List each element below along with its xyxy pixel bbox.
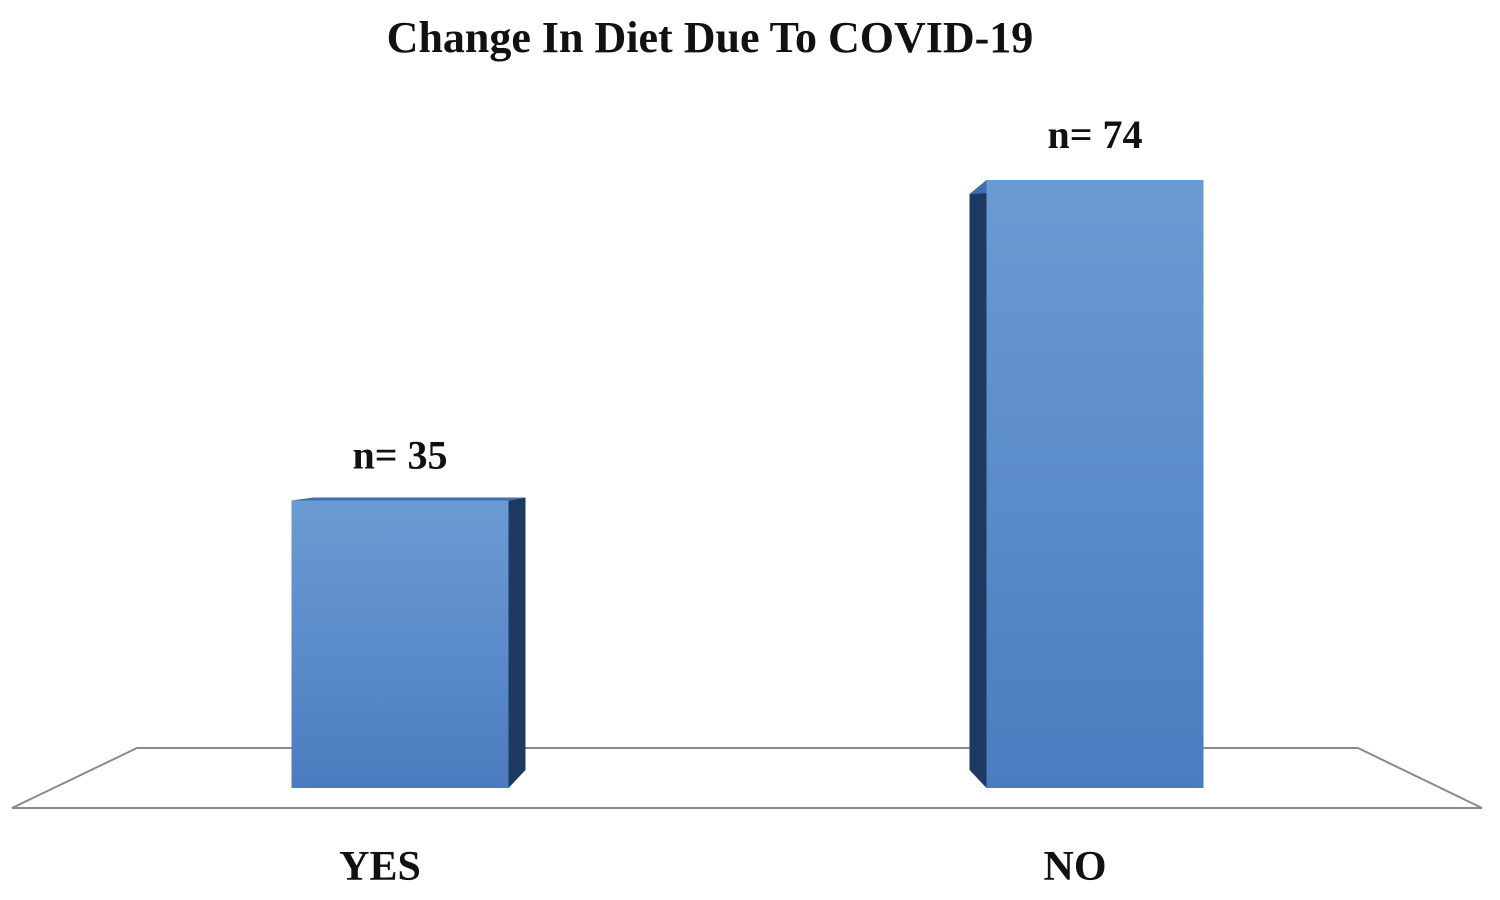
data-label-no: n= 74 <box>1047 112 1142 157</box>
category-label-group: YES NO <box>339 844 1106 890</box>
chart-title: Change In Diet Due To COVID-19 <box>387 13 1034 62</box>
bar-no <box>969 180 1204 789</box>
data-label-yes: n= 35 <box>352 432 447 477</box>
bar-front-no <box>986 180 1204 789</box>
bar-yes <box>291 497 526 788</box>
bar-top-yes <box>291 497 526 501</box>
bar-front-yes <box>291 500 509 788</box>
bar-side-yes <box>508 497 526 788</box>
bar-group <box>291 180 1204 789</box>
bar-side-no <box>969 180 987 789</box>
chart-floor <box>11 747 1483 809</box>
category-label-yes: YES <box>339 844 421 890</box>
category-label-no: NO <box>1044 844 1107 890</box>
data-label-group: n= 35 n= 74 <box>352 112 1142 477</box>
